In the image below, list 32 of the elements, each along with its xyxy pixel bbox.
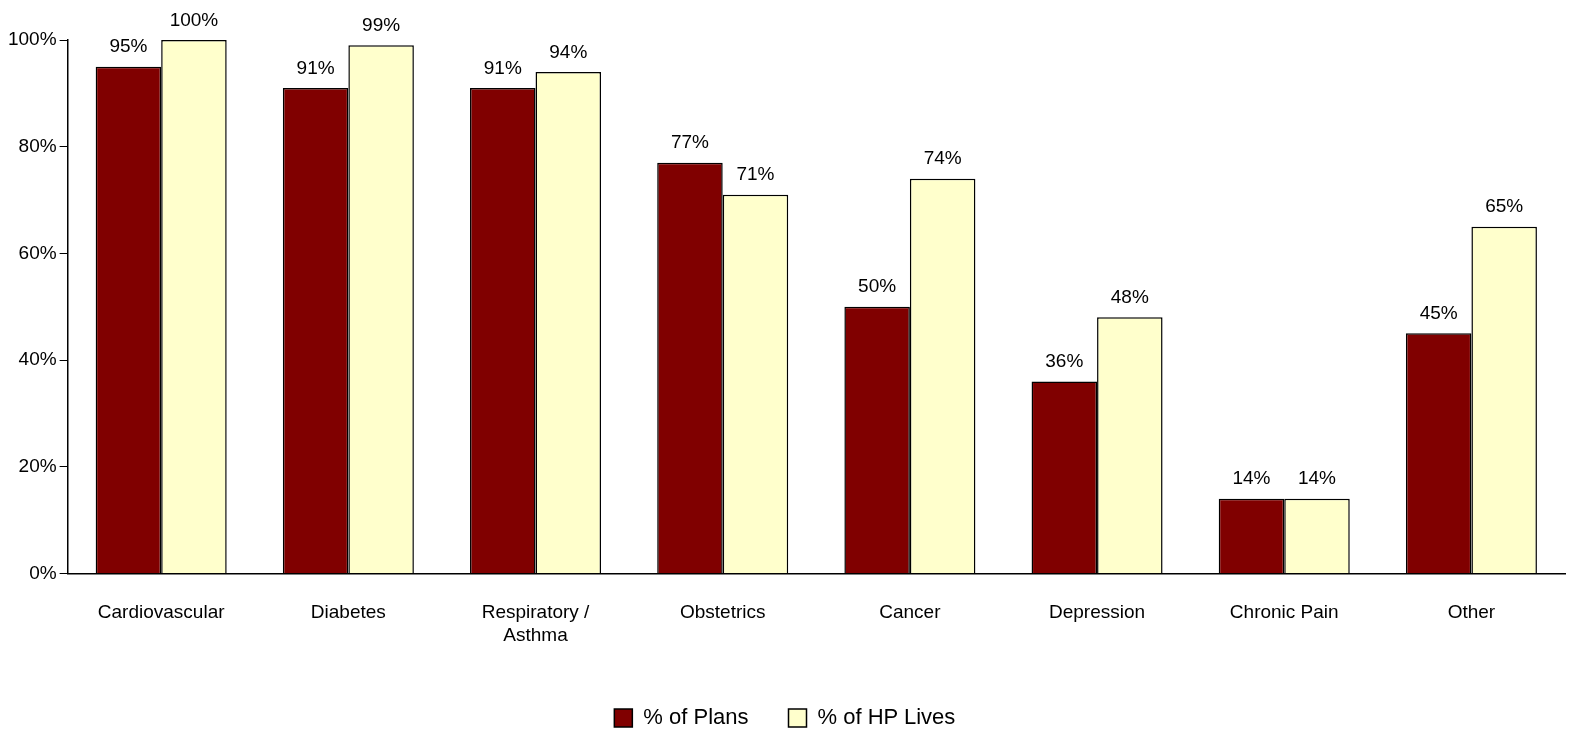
data-label: 99% xyxy=(362,14,401,36)
data-label: 100% xyxy=(169,8,219,30)
data-label: 45% xyxy=(1419,302,1458,324)
y-tick-label: 20% xyxy=(18,454,57,476)
x-tick-label: Chronic Pain xyxy=(1229,601,1339,623)
data-label: 91% xyxy=(483,56,522,78)
data-label: 71% xyxy=(736,163,775,185)
legend-label: % of Plans xyxy=(643,704,749,730)
data-label: 50% xyxy=(858,275,897,297)
data-label: 36% xyxy=(1045,350,1084,372)
y-tick-label: 80% xyxy=(18,134,57,156)
y-tick-label: 60% xyxy=(18,241,57,263)
x-tick-label: Respiratory / Asthma xyxy=(481,601,591,645)
y-tick-label: 40% xyxy=(18,348,57,370)
data-label: 14% xyxy=(1232,467,1271,489)
data-label: 77% xyxy=(670,131,710,153)
x-tick-label: Cancer xyxy=(879,601,942,623)
data-label: 91% xyxy=(296,56,335,78)
x-tick-label: Depression xyxy=(1049,601,1146,623)
data-label: 48% xyxy=(1110,286,1149,308)
data-label: 95% xyxy=(109,35,148,57)
data-label: 65% xyxy=(1485,195,1524,217)
x-tick-label: Cardiovascular xyxy=(97,601,226,623)
data-label: 74% xyxy=(923,147,962,169)
y-tick-label: 0% xyxy=(29,561,57,583)
legend-label: % of HP Lives xyxy=(817,704,956,730)
x-tick-label: Diabetes xyxy=(310,601,386,623)
x-tick-label: Obstetrics xyxy=(679,601,766,623)
data-label: 14% xyxy=(1297,467,1337,489)
y-tick-label: 100% xyxy=(7,28,57,50)
x-tick-label: Other xyxy=(1447,601,1496,623)
data-label: 94% xyxy=(549,40,588,62)
